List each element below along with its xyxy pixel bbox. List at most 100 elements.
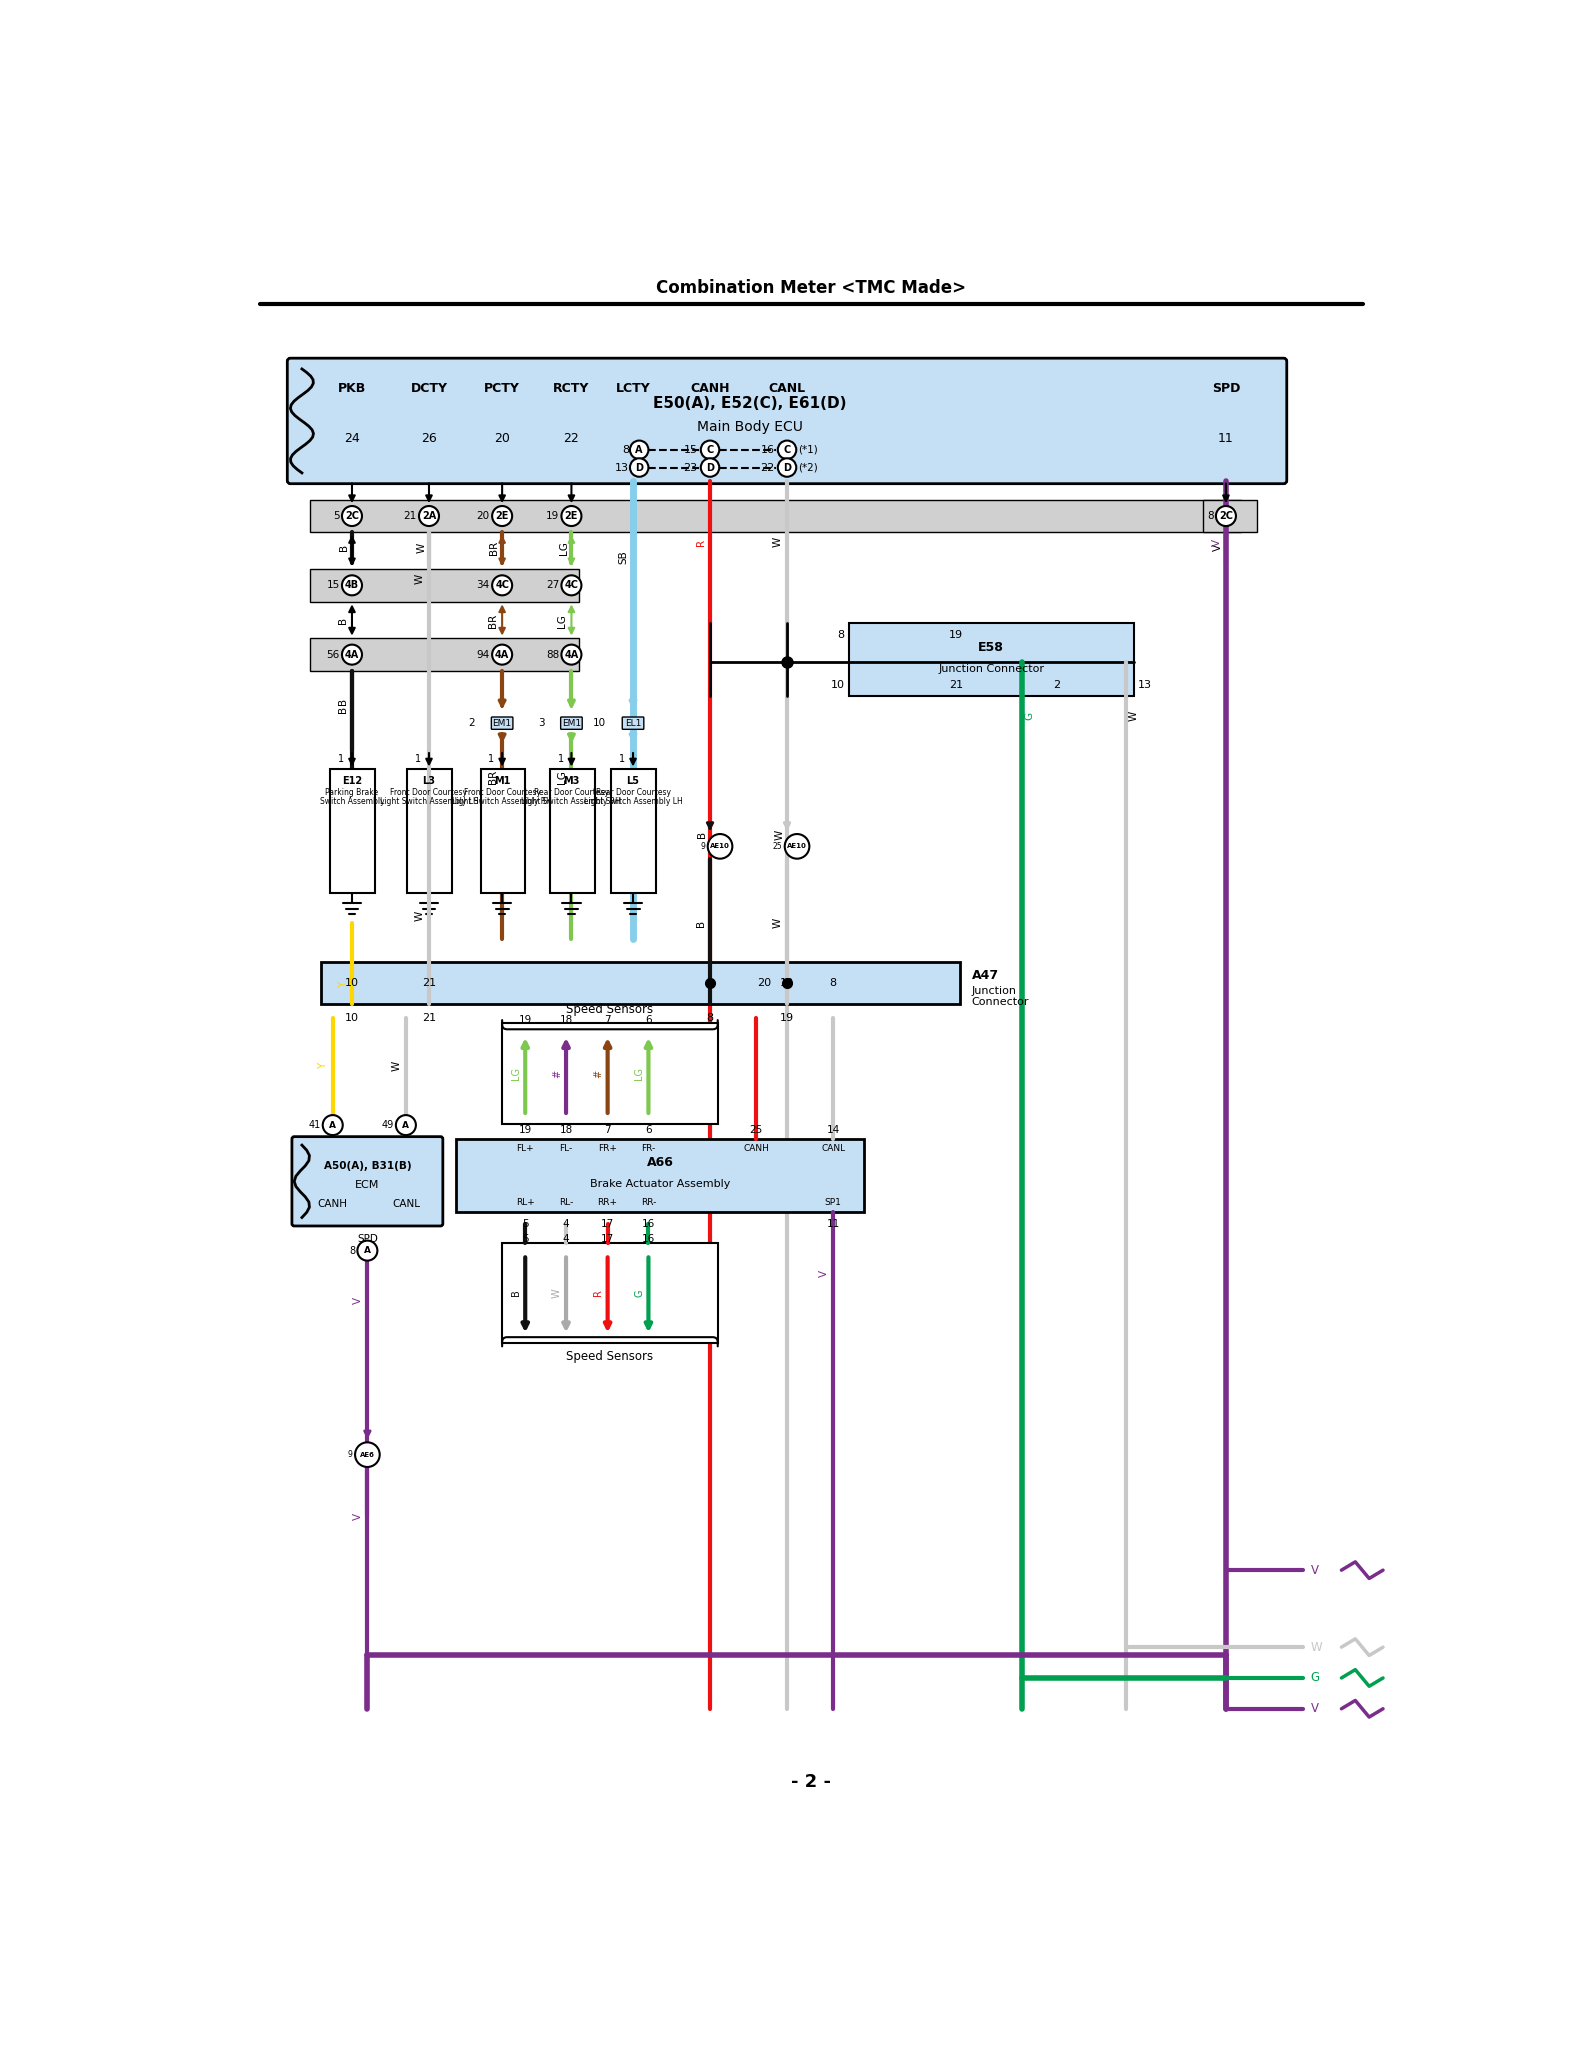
- Text: 2: 2: [469, 719, 475, 729]
- Text: E12: E12: [342, 776, 363, 786]
- Text: Light Switch Assembly RH: Light Switch Assembly RH: [521, 797, 622, 807]
- Text: Rear Door Courtesy: Rear Door Courtesy: [533, 788, 609, 797]
- Text: 2E: 2E: [495, 512, 508, 520]
- Text: A: A: [364, 1245, 370, 1255]
- Text: C: C: [706, 444, 714, 455]
- Text: 1: 1: [619, 754, 625, 764]
- Text: W: W: [415, 573, 424, 584]
- Text: R: R: [594, 1290, 603, 1296]
- Text: 56: 56: [326, 649, 340, 659]
- Text: W: W: [1311, 1640, 1322, 1653]
- Text: Main Body ECU: Main Body ECU: [697, 420, 803, 434]
- Circle shape: [562, 575, 581, 596]
- Text: CANL: CANL: [768, 381, 806, 395]
- Text: RR-: RR-: [641, 1198, 655, 1208]
- Text: Light Switch Assembly LH: Light Switch Assembly LH: [380, 797, 478, 807]
- Text: L3: L3: [423, 776, 435, 786]
- Text: 8: 8: [829, 979, 837, 987]
- Text: 8: 8: [348, 1245, 355, 1255]
- Text: 21: 21: [423, 1014, 435, 1024]
- Text: LG: LG: [635, 1067, 644, 1079]
- Text: 8: 8: [706, 1014, 714, 1024]
- Text: 15: 15: [684, 444, 698, 455]
- Text: Brake Actuator Assembly: Brake Actuator Assembly: [590, 1178, 730, 1188]
- Text: 2C: 2C: [1219, 512, 1233, 520]
- Text: 88: 88: [546, 649, 559, 659]
- Text: 4: 4: [562, 1219, 570, 1229]
- Text: E50(A), E52(C), E61(D): E50(A), E52(C), E61(D): [652, 395, 847, 412]
- Text: 25: 25: [773, 842, 782, 850]
- Text: 6: 6: [646, 1014, 652, 1024]
- Text: 13: 13: [616, 463, 628, 473]
- Text: LG: LG: [557, 770, 567, 784]
- Text: EM1: EM1: [562, 719, 581, 727]
- Text: 4C: 4C: [565, 580, 578, 590]
- FancyBboxPatch shape: [560, 717, 583, 729]
- Circle shape: [777, 459, 796, 477]
- Text: 21: 21: [404, 512, 416, 520]
- Text: 3: 3: [538, 719, 545, 729]
- Text: Light Switch Assembly LH: Light Switch Assembly LH: [584, 797, 682, 807]
- Text: SPD: SPD: [356, 1235, 378, 1243]
- Text: B: B: [337, 616, 348, 625]
- Text: FR+: FR+: [598, 1143, 617, 1153]
- Text: 8: 8: [1206, 512, 1214, 520]
- Circle shape: [342, 506, 363, 526]
- Text: CANL: CANL: [822, 1143, 845, 1153]
- Text: AE10: AE10: [711, 844, 730, 850]
- Text: 8: 8: [837, 629, 845, 639]
- Text: BR: BR: [489, 541, 499, 555]
- FancyBboxPatch shape: [491, 717, 513, 729]
- FancyBboxPatch shape: [1203, 500, 1257, 532]
- Text: PCTY: PCTY: [484, 381, 521, 395]
- Text: 17: 17: [602, 1219, 614, 1229]
- Text: LG: LG: [557, 614, 567, 627]
- FancyBboxPatch shape: [502, 1243, 717, 1343]
- Circle shape: [358, 1241, 377, 1262]
- Text: G: G: [635, 1288, 644, 1296]
- Text: CANH: CANH: [690, 381, 730, 395]
- Text: W: W: [391, 1061, 402, 1071]
- Circle shape: [492, 575, 513, 596]
- Text: AE10: AE10: [787, 844, 807, 850]
- Text: Rear Door Courtesy: Rear Door Courtesy: [595, 788, 671, 797]
- Text: SP1: SP1: [825, 1198, 842, 1208]
- Text: RCTY: RCTY: [552, 381, 589, 395]
- Text: CANH: CANH: [744, 1143, 769, 1153]
- FancyBboxPatch shape: [287, 358, 1287, 483]
- FancyBboxPatch shape: [848, 623, 1133, 696]
- Text: 9: 9: [348, 1450, 353, 1458]
- Text: RR+: RR+: [598, 1198, 617, 1208]
- Text: 11: 11: [826, 1219, 841, 1229]
- Text: Parking Brake: Parking Brake: [326, 788, 378, 797]
- Text: (*1): (*1): [798, 444, 818, 455]
- Circle shape: [492, 506, 513, 526]
- Text: 34: 34: [476, 580, 489, 590]
- Text: E58: E58: [978, 641, 1004, 653]
- Text: L5: L5: [627, 776, 640, 786]
- Text: M1: M1: [494, 776, 510, 786]
- Text: Combination Meter <TMC Made>: Combination Meter <TMC Made>: [657, 279, 966, 297]
- Text: PKB: PKB: [337, 381, 366, 395]
- Text: A66: A66: [646, 1155, 673, 1169]
- Text: LG: LG: [559, 541, 568, 555]
- Text: 16: 16: [641, 1219, 655, 1229]
- FancyBboxPatch shape: [321, 963, 961, 1004]
- FancyBboxPatch shape: [407, 770, 453, 893]
- Text: B: B: [697, 920, 706, 928]
- Circle shape: [419, 506, 438, 526]
- Text: EM1: EM1: [492, 719, 511, 727]
- Text: G: G: [1311, 1671, 1320, 1683]
- Text: 5: 5: [522, 1235, 529, 1243]
- Text: 10: 10: [831, 680, 845, 690]
- Text: G: G: [1024, 711, 1035, 719]
- Text: 22: 22: [564, 432, 579, 444]
- Text: Junction: Junction: [972, 987, 1016, 995]
- Text: 21: 21: [948, 680, 962, 690]
- Text: 5: 5: [522, 1219, 529, 1229]
- FancyBboxPatch shape: [456, 1139, 864, 1212]
- Text: V: V: [818, 1270, 829, 1278]
- Text: V: V: [1311, 1702, 1319, 1716]
- Text: 26: 26: [421, 432, 437, 444]
- Text: 1: 1: [339, 754, 344, 764]
